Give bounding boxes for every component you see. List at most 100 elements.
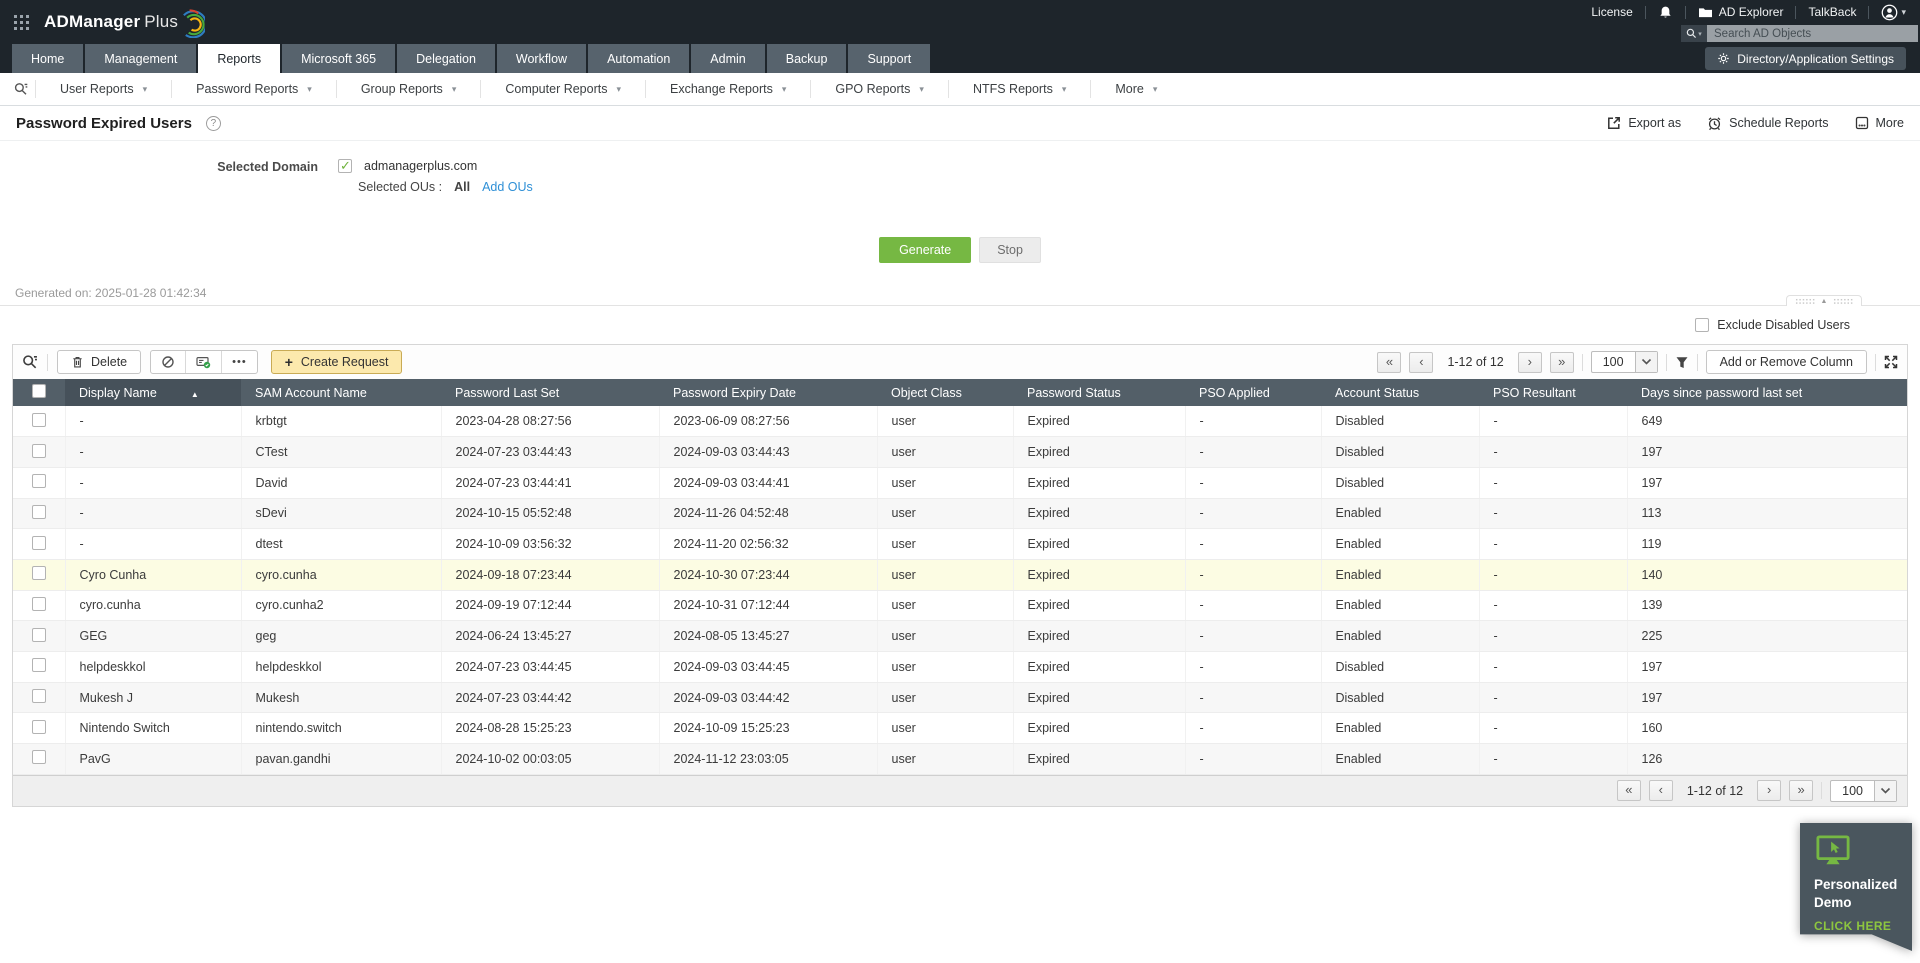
tab-admin[interactable]: Admin (691, 44, 765, 73)
footer-page-size-select[interactable]: 100 (1830, 779, 1897, 802)
row-checkbox[interactable] (31, 658, 46, 673)
app-launcher-grid-icon[interactable] (10, 11, 32, 33)
license-link[interactable]: License (1591, 5, 1633, 19)
report-menu-exchange-reports[interactable]: Exchange Reports ▾ (646, 80, 812, 98)
tab-delegation[interactable]: Delegation (397, 44, 495, 73)
column-header-pso-resultant[interactable]: PSO Resultant (1479, 379, 1627, 406)
row-checkbox[interactable] (31, 566, 46, 581)
report-menu-user-reports[interactable]: User Reports ▾ (36, 80, 173, 98)
demo-click-here-link[interactable]: CLICK HERE (1814, 918, 1892, 933)
page-size-select[interactable]: 100 (1590, 351, 1658, 373)
add-ous-link[interactable]: Add OUs (482, 180, 533, 194)
tab-home[interactable]: Home (12, 44, 84, 73)
tab-reports[interactable]: Reports (198, 44, 281, 73)
grid-search-icon[interactable] (22, 354, 38, 370)
report-menu-password-reports[interactable]: Password Reports ▾ (172, 80, 337, 98)
table-row[interactable]: - sDevi 2024-10-15 05:52:48 2024-11-26 04:5… (13, 498, 1907, 530)
more-tools-icon[interactable]: ••• (221, 351, 257, 373)
talkback-link[interactable]: TalkBack (1808, 5, 1857, 19)
table-row[interactable]: helpdeskkol helpdeskkol 2024-07-23 03:44:4… (13, 651, 1907, 683)
report-menu-computer-reports[interactable]: Computer Reports ▾ (481, 80, 646, 98)
column-header-days-since-password-last-set[interactable]: Days since password last set (1627, 379, 1907, 406)
row-checkbox[interactable] (31, 719, 46, 734)
domain-checkbox[interactable] (338, 158, 352, 174)
table-row[interactable]: cyro.cunha cyro.cunha2 2024-09-19 07:12:44… (13, 590, 1907, 622)
footer-pagination-next-button[interactable]: › (1757, 780, 1782, 802)
fullscreen-expand-icon[interactable] (1884, 355, 1898, 369)
row-checkbox[interactable] (31, 504, 46, 519)
filter-funnel-icon[interactable] (1675, 356, 1689, 369)
report-menu-ntfs-reports[interactable]: NTFS Reports ▾ (949, 80, 1092, 98)
tab-backup[interactable]: Backup (766, 44, 847, 73)
table-row[interactable]: PavG pavan.gandhi 2024-10-02 00:03:05 2024-… (13, 743, 1907, 775)
stop-button[interactable]: Stop (979, 237, 1041, 263)
cell-password-expiry-date: 2024-11-12 23:03:05 (659, 743, 878, 775)
footer-pagination-last-button[interactable]: » (1789, 780, 1814, 802)
add-or-remove-column-button[interactable]: Add or Remove Column (1705, 350, 1867, 374)
column-header-password-last-set[interactable]: Password Last Set (441, 379, 659, 406)
export-as-button[interactable]: Export as (1607, 116, 1681, 130)
report-menu-gpo-reports[interactable]: GPO Reports ▾ (811, 80, 949, 98)
report-menu-group-reports[interactable]: Group Reports ▾ (337, 80, 482, 98)
cell-password-last-set: 2024-09-18 07:23:44 (441, 559, 660, 591)
cell-display-name: - (65, 528, 242, 560)
schedule-reports-button[interactable]: Schedule Reports (1707, 116, 1829, 131)
tab-support[interactable]: Support (848, 44, 931, 73)
pagination-next-button[interactable]: › (1517, 351, 1542, 373)
column-header-password-status[interactable]: Password Status (1013, 379, 1185, 406)
column-header-pso-applied[interactable]: PSO Applied (1185, 379, 1321, 406)
table-row[interactable]: - dtest 2024-10-09 03:56:32 2024-11-20 02:5… (13, 528, 1907, 560)
row-checkbox[interactable] (31, 474, 46, 489)
disable-account-icon[interactable] (151, 351, 185, 373)
column-header-password-expiry-date[interactable]: Password Expiry Date (659, 379, 877, 406)
report-menu-more[interactable]: More ▾ (1091, 80, 1181, 98)
exclude-disabled-checkbox[interactable] (1695, 318, 1710, 332)
column-header-object-class[interactable]: Object Class (877, 379, 1013, 406)
user-account-menu[interactable]: ▾ (1881, 4, 1906, 21)
pagination-first-button[interactable]: « (1377, 351, 1402, 373)
generate-button[interactable]: Generate (879, 237, 972, 263)
directory-application-settings-button[interactable]: Directory/Application Settings (1705, 47, 1906, 70)
table-row[interactable]: - CTest 2024-07-23 03:44:43 2024-09-03 03:4… (13, 436, 1907, 468)
personalized-demo-popup[interactable]: Personalized Demo CLICK HERE (1800, 823, 1912, 951)
footer-pagination-prev-button[interactable]: ‹ (1648, 780, 1673, 802)
row-checkbox[interactable] (31, 689, 46, 704)
cell-password-expiry-date: 2024-10-30 07:23:44 (659, 559, 878, 591)
pagination-prev-button[interactable]: ‹ (1409, 351, 1434, 373)
tab-management[interactable]: Management (85, 44, 197, 73)
reports-search-icon[interactable] (6, 80, 36, 98)
table-row[interactable]: Nintendo Switch nintendo.switch 2024-08-28… (13, 712, 1907, 745)
search-scope-button[interactable]: ▾ (1681, 25, 1707, 42)
tab-automation[interactable]: Automation (588, 44, 690, 73)
row-checkbox[interactable] (31, 750, 46, 765)
ad-explorer-link[interactable]: AD Explorer (1698, 5, 1783, 19)
footer-pagination-first-button[interactable]: « (1616, 780, 1641, 802)
smart-card-status-icon[interactable] (185, 351, 221, 373)
table-row[interactable]: Mukesh J Mukesh 2024-07-23 03:44:42 2024-09… (13, 682, 1907, 714)
table-row[interactable]: GEG geg 2024-06-24 13:45:27 2024-08-05 13:4… (13, 620, 1907, 652)
table-row[interactable]: - krbtgt 2023-04-28 08:27:56 2023-06-09 08:… (13, 406, 1907, 438)
row-checkbox[interactable] (31, 535, 46, 550)
pagination-last-button[interactable]: » (1549, 351, 1574, 373)
collapse-report-options-handle[interactable]: ▲ (1786, 295, 1862, 306)
row-checkbox[interactable] (31, 596, 46, 611)
column-header-account-status[interactable]: Account Status (1321, 379, 1479, 406)
tab-microsoft-365[interactable]: Microsoft 365 (282, 44, 396, 73)
delete-button[interactable]: Delete (57, 350, 142, 374)
tab-workflow[interactable]: Workflow (496, 44, 587, 73)
row-checkbox[interactable] (31, 627, 46, 642)
select-all-checkbox[interactable] (32, 384, 46, 398)
table-row[interactable]: - David 2024-07-23 03:44:41 2024-09-03 03:4… (13, 467, 1907, 499)
more-actions-button[interactable]: More (1855, 116, 1904, 130)
cell-sam-account-name: krbtgt (241, 406, 442, 438)
notifications-bell-icon[interactable] (1658, 5, 1673, 20)
column-header-display-name[interactable]: Display Name ▲ (65, 379, 241, 406)
table-row[interactable]: Cyro Cunha cyro.cunha 2024-09-18 07:23:44 2… (13, 559, 1907, 591)
help-icon[interactable]: ? (205, 115, 221, 131)
search-ad-objects-input[interactable] (1707, 25, 1918, 42)
create-request-button[interactable]: + Create Request (270, 350, 403, 374)
column-header-sam-account-name[interactable]: SAM Account Name (241, 379, 441, 406)
row-checkbox[interactable] (31, 443, 46, 458)
cell-object-class: user (877, 743, 1014, 775)
row-checkbox[interactable] (31, 412, 46, 427)
